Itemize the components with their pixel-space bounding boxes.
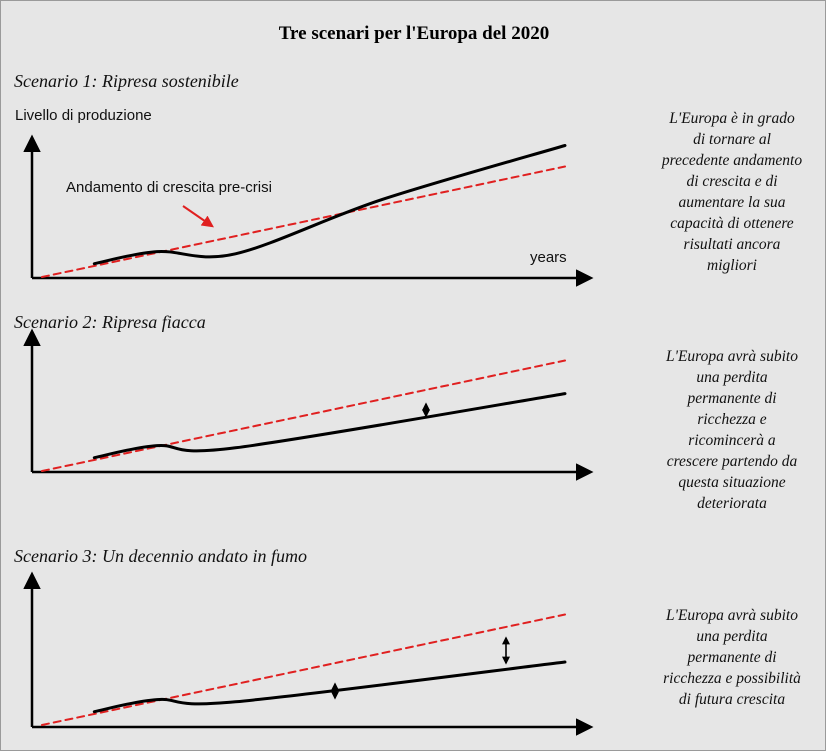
annotation-pointer-arrow — [182, 205, 214, 228]
scenario-3-label: Scenario 3: Un decennio andato in fumo — [14, 546, 307, 566]
scenario-1-label: Scenario 1: Ripresa sostenibile — [14, 71, 239, 91]
panel-1-actual-output-line — [92, 144, 567, 266]
panel-2-actual-output-line — [92, 392, 567, 460]
scenario-2-description: L'Europa avrà subito una perdita permanen… — [666, 348, 798, 512]
y-axis-label: Livello di produzione — [15, 107, 152, 124]
x-axis-label: years — [530, 249, 567, 266]
pre-crisis-trend-annotation: Andamento di crescita pre-crisi — [66, 179, 272, 196]
panel-2-pre-crisis-trend-line — [41, 359, 566, 472]
panel-3-pre-crisis-trend-line — [41, 613, 566, 726]
scenario-3-description: L'Europa avrà subito una perdita permanen… — [663, 607, 801, 708]
scenario-2-label: Scenario 2: Ripresa fiacca — [14, 312, 206, 332]
figure-title: Tre scenari per l'Europa del 2020 — [278, 23, 550, 44]
panel-3-actual-output-line — [92, 660, 567, 714]
scenario-1-description: L'Europa è in grado di tornare al precede… — [661, 110, 803, 274]
panel-1-pre-crisis-trend-line — [41, 165, 566, 278]
